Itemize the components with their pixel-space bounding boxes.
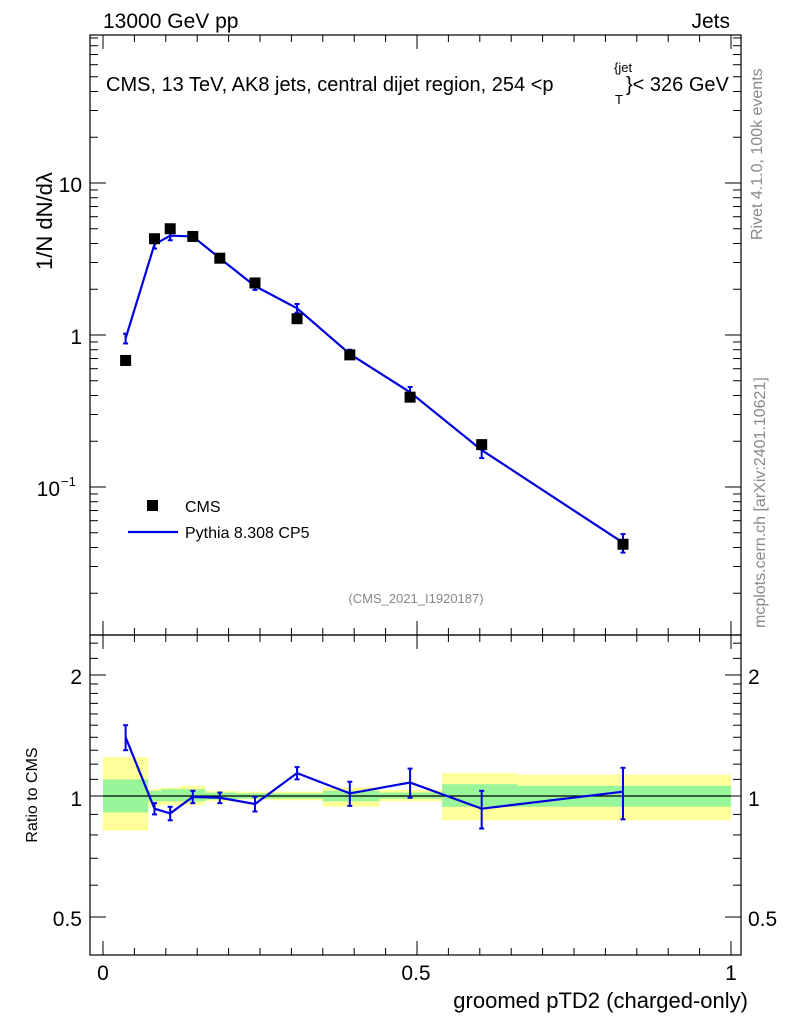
legend: CMS Pythia 8.308 CP5 <box>128 499 310 542</box>
analysis-id: (CMS_2021_I1920187) <box>348 591 483 606</box>
ytick-label-1: 1 <box>70 326 82 349</box>
cms-data-point <box>187 230 199 242</box>
ratio-ytick-label-1: 1 <box>70 788 82 811</box>
plot-title: CMS, 13 TeV, AK8 jets, central dijet reg… <box>106 60 730 107</box>
title-end: }< 326 GeV <box>626 74 730 96</box>
legend-label-cms: CMS <box>185 499 221 516</box>
ytick-label-10m1-base: 10 <box>37 478 60 501</box>
ratio-bands <box>103 757 731 831</box>
xtick-label-0: 0 <box>97 962 109 985</box>
mcplots-label: mcplots.cern.ch [arXiv:2401.10621] <box>752 377 769 628</box>
ratio-ytick-label-2-right: 2 <box>748 666 760 689</box>
xtick-label-1: 1 <box>725 962 737 985</box>
header-left: 13000 GeV pp <box>103 10 238 33</box>
cms-data-point <box>476 439 488 451</box>
legend-marker-cms <box>147 500 158 511</box>
ratio-ytick-label-1-right: 1 <box>748 788 760 811</box>
xaxis-label: groomed pTD2 (charged-only) <box>453 988 748 1013</box>
ratio-panel-frame <box>89 634 742 956</box>
header-right: Jets <box>691 10 730 33</box>
ytick-label-10: 10 <box>59 174 82 197</box>
band-inner-2 <box>160 789 180 802</box>
main-panel-frame <box>89 34 742 636</box>
cms-data-point <box>291 313 303 325</box>
title-sup: {jet <box>614 60 632 75</box>
ytick-label-10m1-exp: −1 <box>61 474 76 489</box>
legend-label-pythia: Pythia 8.308 CP5 <box>185 525 310 542</box>
cms-data-point <box>164 223 176 235</box>
axes-ticks <box>90 35 741 955</box>
cms-data-point <box>404 391 416 403</box>
xtick-label-0.5: 0.5 <box>401 962 430 985</box>
ratio-ytick-label-0.5-right: 0.5 <box>748 908 777 931</box>
title-sub: T <box>615 92 623 107</box>
mc-line <box>124 234 624 544</box>
cms-data-point <box>120 354 132 366</box>
cms-data-point <box>344 349 356 361</box>
main-ylabel: 1/N dN/dλ <box>32 172 57 270</box>
cms-data-point <box>214 252 226 264</box>
main-data-series <box>120 223 629 550</box>
ratio-ylabel: Ratio to CMS <box>24 747 41 842</box>
ylabel-text: 1/N dN/dλ <box>32 172 57 270</box>
cms-data-point <box>249 277 261 289</box>
ratio-ytick-label-2: 2 <box>70 666 82 689</box>
title-main: CMS, 13 TeV, AK8 jets, central dijet reg… <box>106 74 554 96</box>
ratio-mc-series <box>123 724 626 830</box>
cms-data-point <box>617 538 629 550</box>
cms-data-point <box>148 233 160 245</box>
ratio-ytick-label-0.5: 0.5 <box>53 908 82 931</box>
rivet-version-label: Rivet 4.1.0, 100k events <box>749 68 766 240</box>
